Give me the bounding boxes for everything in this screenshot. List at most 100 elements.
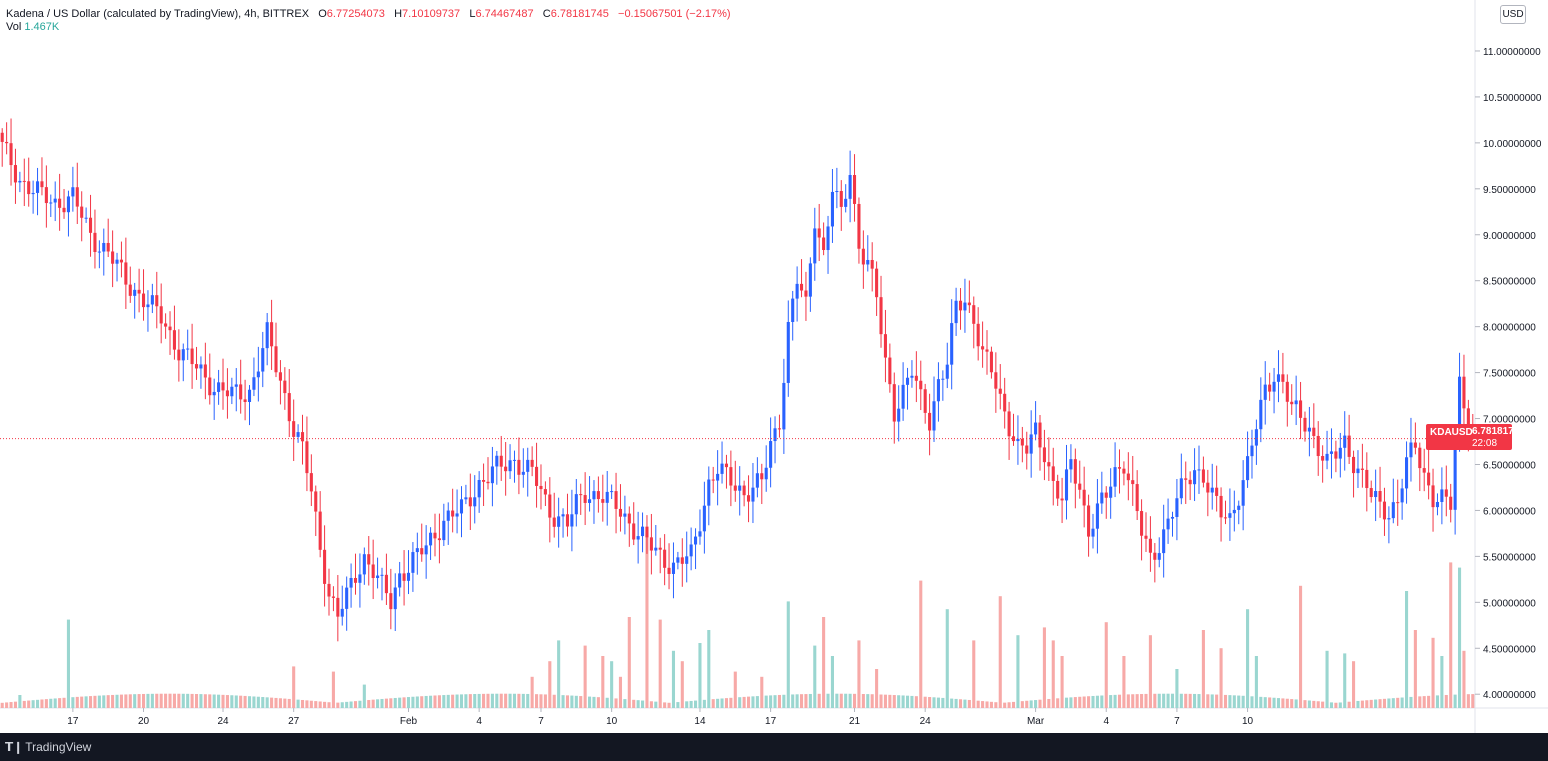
candle-body xyxy=(746,495,751,502)
candle xyxy=(5,122,9,155)
candle xyxy=(1228,488,1232,541)
time-tick-label: Mar xyxy=(1027,716,1045,727)
volume-bar xyxy=(645,533,649,708)
candle-body xyxy=(1038,422,1042,448)
candle-body xyxy=(751,487,755,502)
volume-bar xyxy=(671,650,676,708)
candle-body xyxy=(40,181,44,188)
candle-body xyxy=(786,321,790,383)
candle-body xyxy=(1025,445,1029,454)
candle-body xyxy=(1453,442,1457,510)
volume-bar xyxy=(102,695,106,708)
price-axis[interactable]: 11.00000000 10.50000000 10.00000000 9.50000… xyxy=(1475,47,1542,701)
volume-legend: Vol 1.467K xyxy=(6,21,59,33)
candle xyxy=(1113,442,1117,498)
candle xyxy=(1095,479,1099,554)
volume-bar xyxy=(1321,701,1325,708)
volume-bar xyxy=(610,661,614,708)
tradingview-logo[interactable]: 𝗧❙ TradingView xyxy=(5,740,91,754)
volume-bar xyxy=(636,700,640,708)
candle xyxy=(1259,377,1263,443)
volume-bar xyxy=(247,696,252,708)
candle-body xyxy=(1374,491,1378,498)
volume-bar xyxy=(44,699,48,708)
candle-body xyxy=(305,441,309,474)
legend-title: Kadena / US Dollar (calculated by Tradin… xyxy=(6,8,310,20)
candle xyxy=(398,561,402,597)
candle-body xyxy=(689,544,693,557)
volume-bar xyxy=(239,695,243,708)
volume-bar xyxy=(1069,697,1073,708)
volume-bar xyxy=(711,699,715,708)
candle xyxy=(415,532,419,575)
candle xyxy=(80,191,84,242)
volume-bar xyxy=(13,701,18,708)
volume-bar xyxy=(1126,694,1130,708)
candle xyxy=(1281,352,1285,394)
price-tick-label: 10.00000000 xyxy=(1483,139,1542,150)
candle xyxy=(446,502,450,545)
currency-button[interactable]: USD xyxy=(1500,5,1526,24)
volume-bar xyxy=(919,580,923,708)
candle-body xyxy=(1109,486,1113,498)
candle xyxy=(1078,460,1082,499)
volume-bar xyxy=(950,698,954,708)
volume-bar xyxy=(393,697,397,708)
candle xyxy=(1232,490,1236,532)
candle xyxy=(217,369,221,405)
volume-bar xyxy=(680,661,684,708)
candle-body xyxy=(62,207,66,213)
volume-bar xyxy=(1356,700,1360,708)
candle xyxy=(1140,499,1144,561)
volume-bar xyxy=(1276,698,1281,708)
candle-body xyxy=(941,378,945,380)
volume-bar xyxy=(649,701,653,708)
candle xyxy=(1312,403,1316,449)
candle-body xyxy=(1135,484,1139,512)
volume-bar xyxy=(707,630,711,708)
volume-bar xyxy=(495,693,499,708)
volume-bar xyxy=(618,676,623,708)
candle xyxy=(985,330,989,375)
candle-body xyxy=(27,181,31,195)
candle-body xyxy=(923,389,927,413)
candle-body xyxy=(1144,535,1148,539)
footer-bar: 𝗧❙ TradingView xyxy=(0,733,1548,761)
candle-body xyxy=(552,517,556,527)
candle-body xyxy=(901,384,905,409)
candle-body xyxy=(676,557,680,563)
volume-bar xyxy=(1444,694,1448,708)
volume-bar xyxy=(141,693,146,708)
volume-bar xyxy=(694,700,698,708)
candle-body xyxy=(1034,422,1038,435)
candle xyxy=(1299,381,1303,440)
candle xyxy=(1449,483,1453,523)
volume-bar xyxy=(592,696,596,708)
candle-body xyxy=(565,514,570,527)
volume-bar xyxy=(477,693,481,708)
candle xyxy=(243,379,247,421)
volume-bar xyxy=(305,700,309,708)
candle xyxy=(1250,429,1254,479)
volume-bar xyxy=(433,695,437,708)
candle-body xyxy=(172,330,176,350)
candle xyxy=(1064,444,1069,520)
candle xyxy=(27,157,31,207)
candle-body xyxy=(18,180,22,183)
candle xyxy=(75,162,79,224)
volume-bar xyxy=(468,694,472,708)
candle xyxy=(1365,452,1369,512)
candle-body xyxy=(928,412,932,431)
time-tick-label: Feb xyxy=(400,716,418,727)
volume-bar xyxy=(923,696,927,708)
candle xyxy=(468,473,472,530)
candle-body xyxy=(102,242,106,252)
candle xyxy=(424,525,428,579)
volume-bar xyxy=(172,693,176,708)
time-axis[interactable]: 17 20 24 27 Feb 4 7 10 14 17 21 24 Mar 4 7 10 xyxy=(67,708,1254,727)
volume-bar xyxy=(941,697,945,708)
candlestick-chart[interactable]: 11.00000000 10.50000000 10.00000000 9.50000… xyxy=(0,0,1548,733)
candle xyxy=(941,370,945,401)
candle xyxy=(808,257,812,312)
volume-bar xyxy=(1347,701,1351,708)
